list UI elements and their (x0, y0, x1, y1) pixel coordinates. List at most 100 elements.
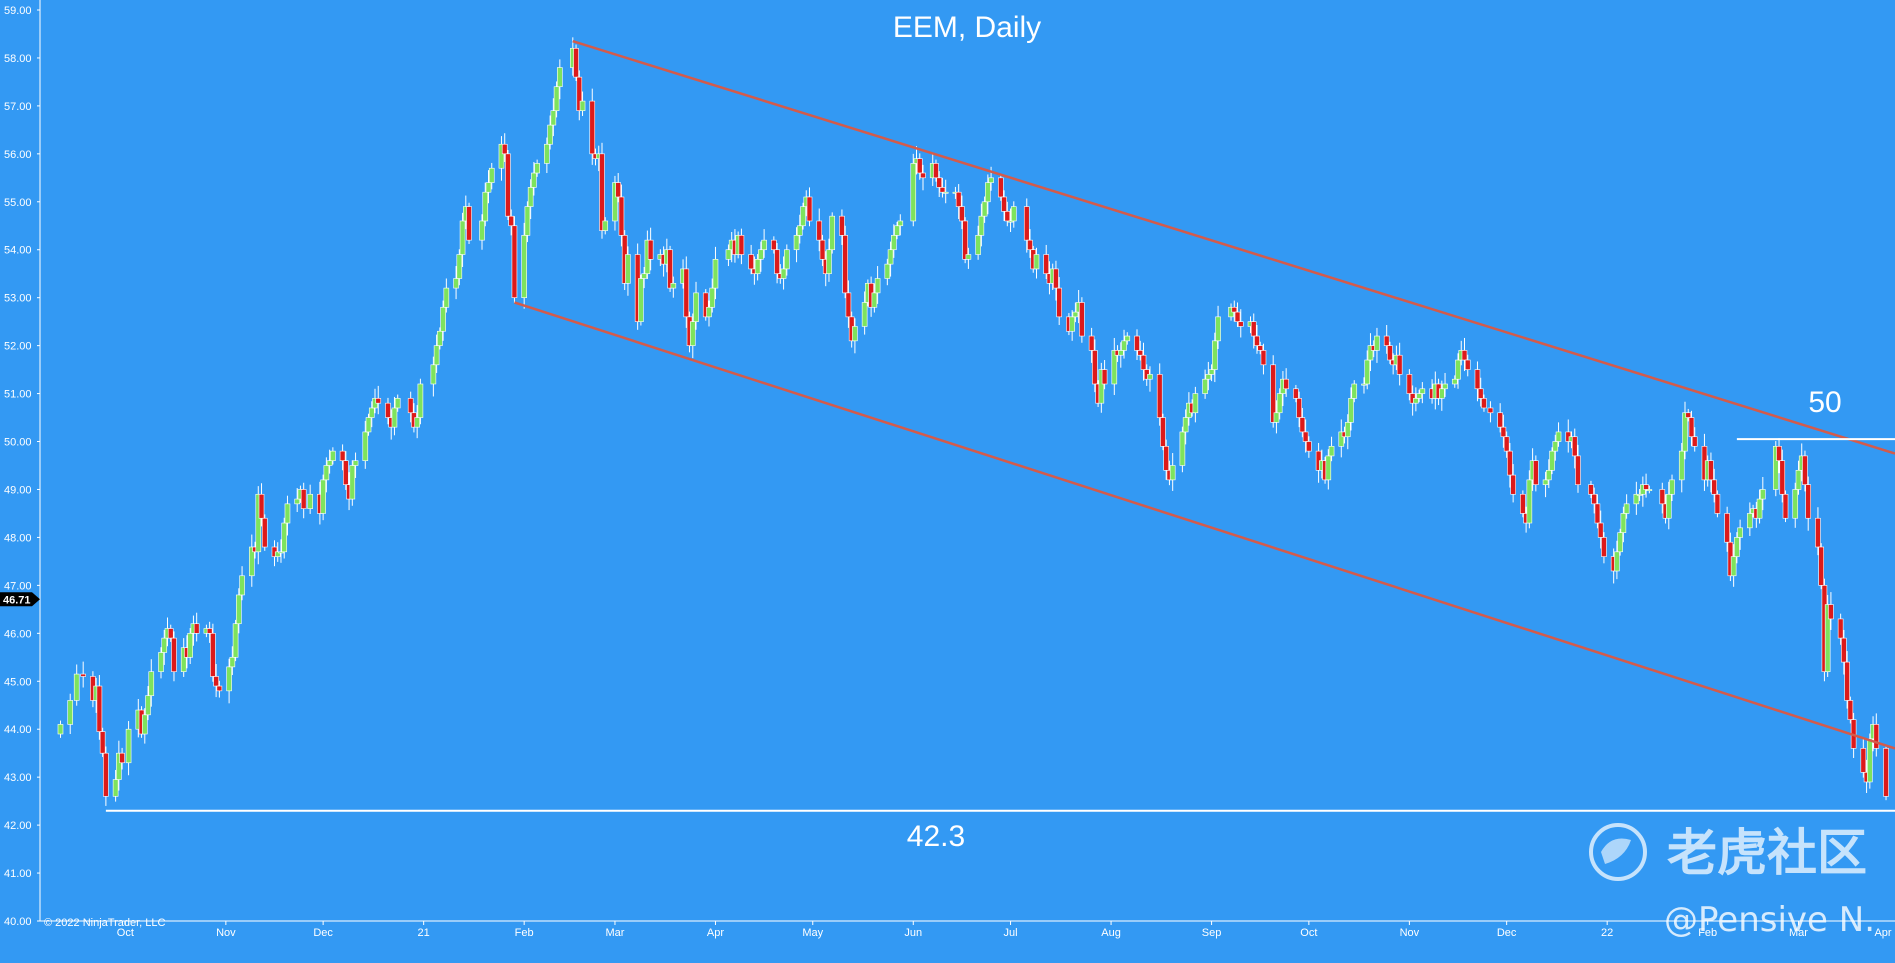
candle-body (307, 493, 313, 509)
candle-body (1416, 393, 1422, 399)
x-tick-label: 21 (418, 927, 430, 939)
candle-body (1293, 388, 1299, 399)
copyright-text: © 2022 NinjaTrader, LLC (44, 917, 165, 929)
candle-body (748, 254, 754, 270)
candle-body (206, 628, 213, 634)
candle-body (1497, 412, 1503, 428)
candle-body (1847, 700, 1854, 720)
x-tick-label: Mar (605, 927, 624, 939)
candle-body (1325, 455, 1332, 481)
candle-body (362, 431, 369, 462)
candle-body (417, 383, 424, 418)
channel-lower-line (514, 301, 1895, 750)
candle-body (638, 278, 644, 322)
x-tick-label: Apr (1874, 927, 1891, 939)
candle-body (897, 220, 904, 227)
y-axis: 40.00 41.00 42.00 43.00 44.00 45.00 46.00 47.00… (0, 0, 41, 928)
candle-body (216, 685, 223, 692)
candle-body (278, 551, 284, 554)
candle-body (1092, 350, 1098, 385)
candle-body (1056, 287, 1062, 318)
candle-body (1302, 431, 1309, 442)
tiger-logo-mark (1601, 838, 1631, 864)
candle-body (667, 249, 673, 289)
candle-body (1205, 374, 1212, 380)
x-tick-label: Oct (1300, 927, 1317, 939)
candle-body (1682, 412, 1688, 452)
candle-body (939, 187, 946, 193)
candle-body (1594, 503, 1601, 524)
candle-body (1182, 417, 1189, 433)
candle-body (229, 656, 236, 668)
candle-body (1383, 335, 1390, 346)
candle-body (1260, 350, 1267, 366)
candle-body (1001, 196, 1007, 212)
y-tick-label: 59.00 (4, 5, 32, 17)
candle-body (589, 100, 596, 155)
candle-body (57, 724, 64, 735)
candle-body (936, 177, 943, 188)
candle-body (1659, 489, 1666, 505)
candle-body (96, 685, 103, 732)
candle-body (443, 287, 450, 308)
candle-body (1688, 417, 1695, 438)
candle-body (1708, 460, 1714, 481)
candle-body (414, 417, 420, 428)
candle-body (73, 673, 80, 701)
x-tick-label: Sep (1202, 927, 1222, 939)
candle-body (1818, 546, 1824, 586)
candle-body (816, 220, 823, 241)
candle-body (796, 225, 803, 236)
candle-body (557, 67, 563, 88)
candle-body (1208, 369, 1215, 375)
candle-body (1669, 479, 1675, 495)
y-tick-label: 55.00 (4, 197, 32, 209)
y-tick-label: 45.00 (4, 676, 32, 688)
candles (57, 37, 1889, 806)
candle-body (894, 225, 900, 236)
candle-body (1069, 316, 1075, 332)
candle-body (148, 671, 155, 696)
candle-body (294, 498, 300, 505)
y-tick-label: 58.00 (4, 53, 32, 65)
candle-body (576, 76, 583, 111)
candle-body (1772, 446, 1779, 490)
candle-body (1296, 398, 1302, 418)
candle-body (323, 465, 330, 481)
candle-body (375, 398, 382, 404)
candle-body (829, 215, 836, 251)
candle-body (368, 407, 375, 418)
candle-body (544, 143, 550, 164)
x-tick-label: May (802, 927, 823, 939)
candle-body (1202, 378, 1208, 394)
candle-body (800, 206, 806, 227)
candle-body (258, 493, 265, 519)
candle-body (1526, 479, 1533, 524)
watermark-logo (1589, 823, 1647, 881)
candle-body (1795, 469, 1802, 490)
candle-body (1250, 321, 1257, 337)
candle-body (871, 292, 878, 308)
candle-body (988, 177, 994, 183)
candle-body (1179, 431, 1186, 466)
candle-body (916, 158, 923, 174)
candle-body (1079, 302, 1085, 337)
candle-body (343, 460, 349, 485)
y-tick-label: 43.00 (4, 772, 32, 784)
candle-body (158, 652, 164, 672)
candle-body (1841, 637, 1847, 663)
candle-body (112, 779, 119, 797)
candle-body (965, 254, 972, 260)
chart-title: EEM, Daily (893, 11, 1041, 44)
candle-body (738, 235, 745, 255)
candle-body (1691, 436, 1698, 447)
candle-body (845, 292, 852, 318)
candle-body (326, 460, 333, 466)
candle-body (618, 196, 625, 236)
y-tick-label: 51.00 (4, 389, 32, 401)
candle-body (1053, 268, 1059, 289)
candle-body (1724, 513, 1730, 543)
candle-body (391, 407, 398, 428)
